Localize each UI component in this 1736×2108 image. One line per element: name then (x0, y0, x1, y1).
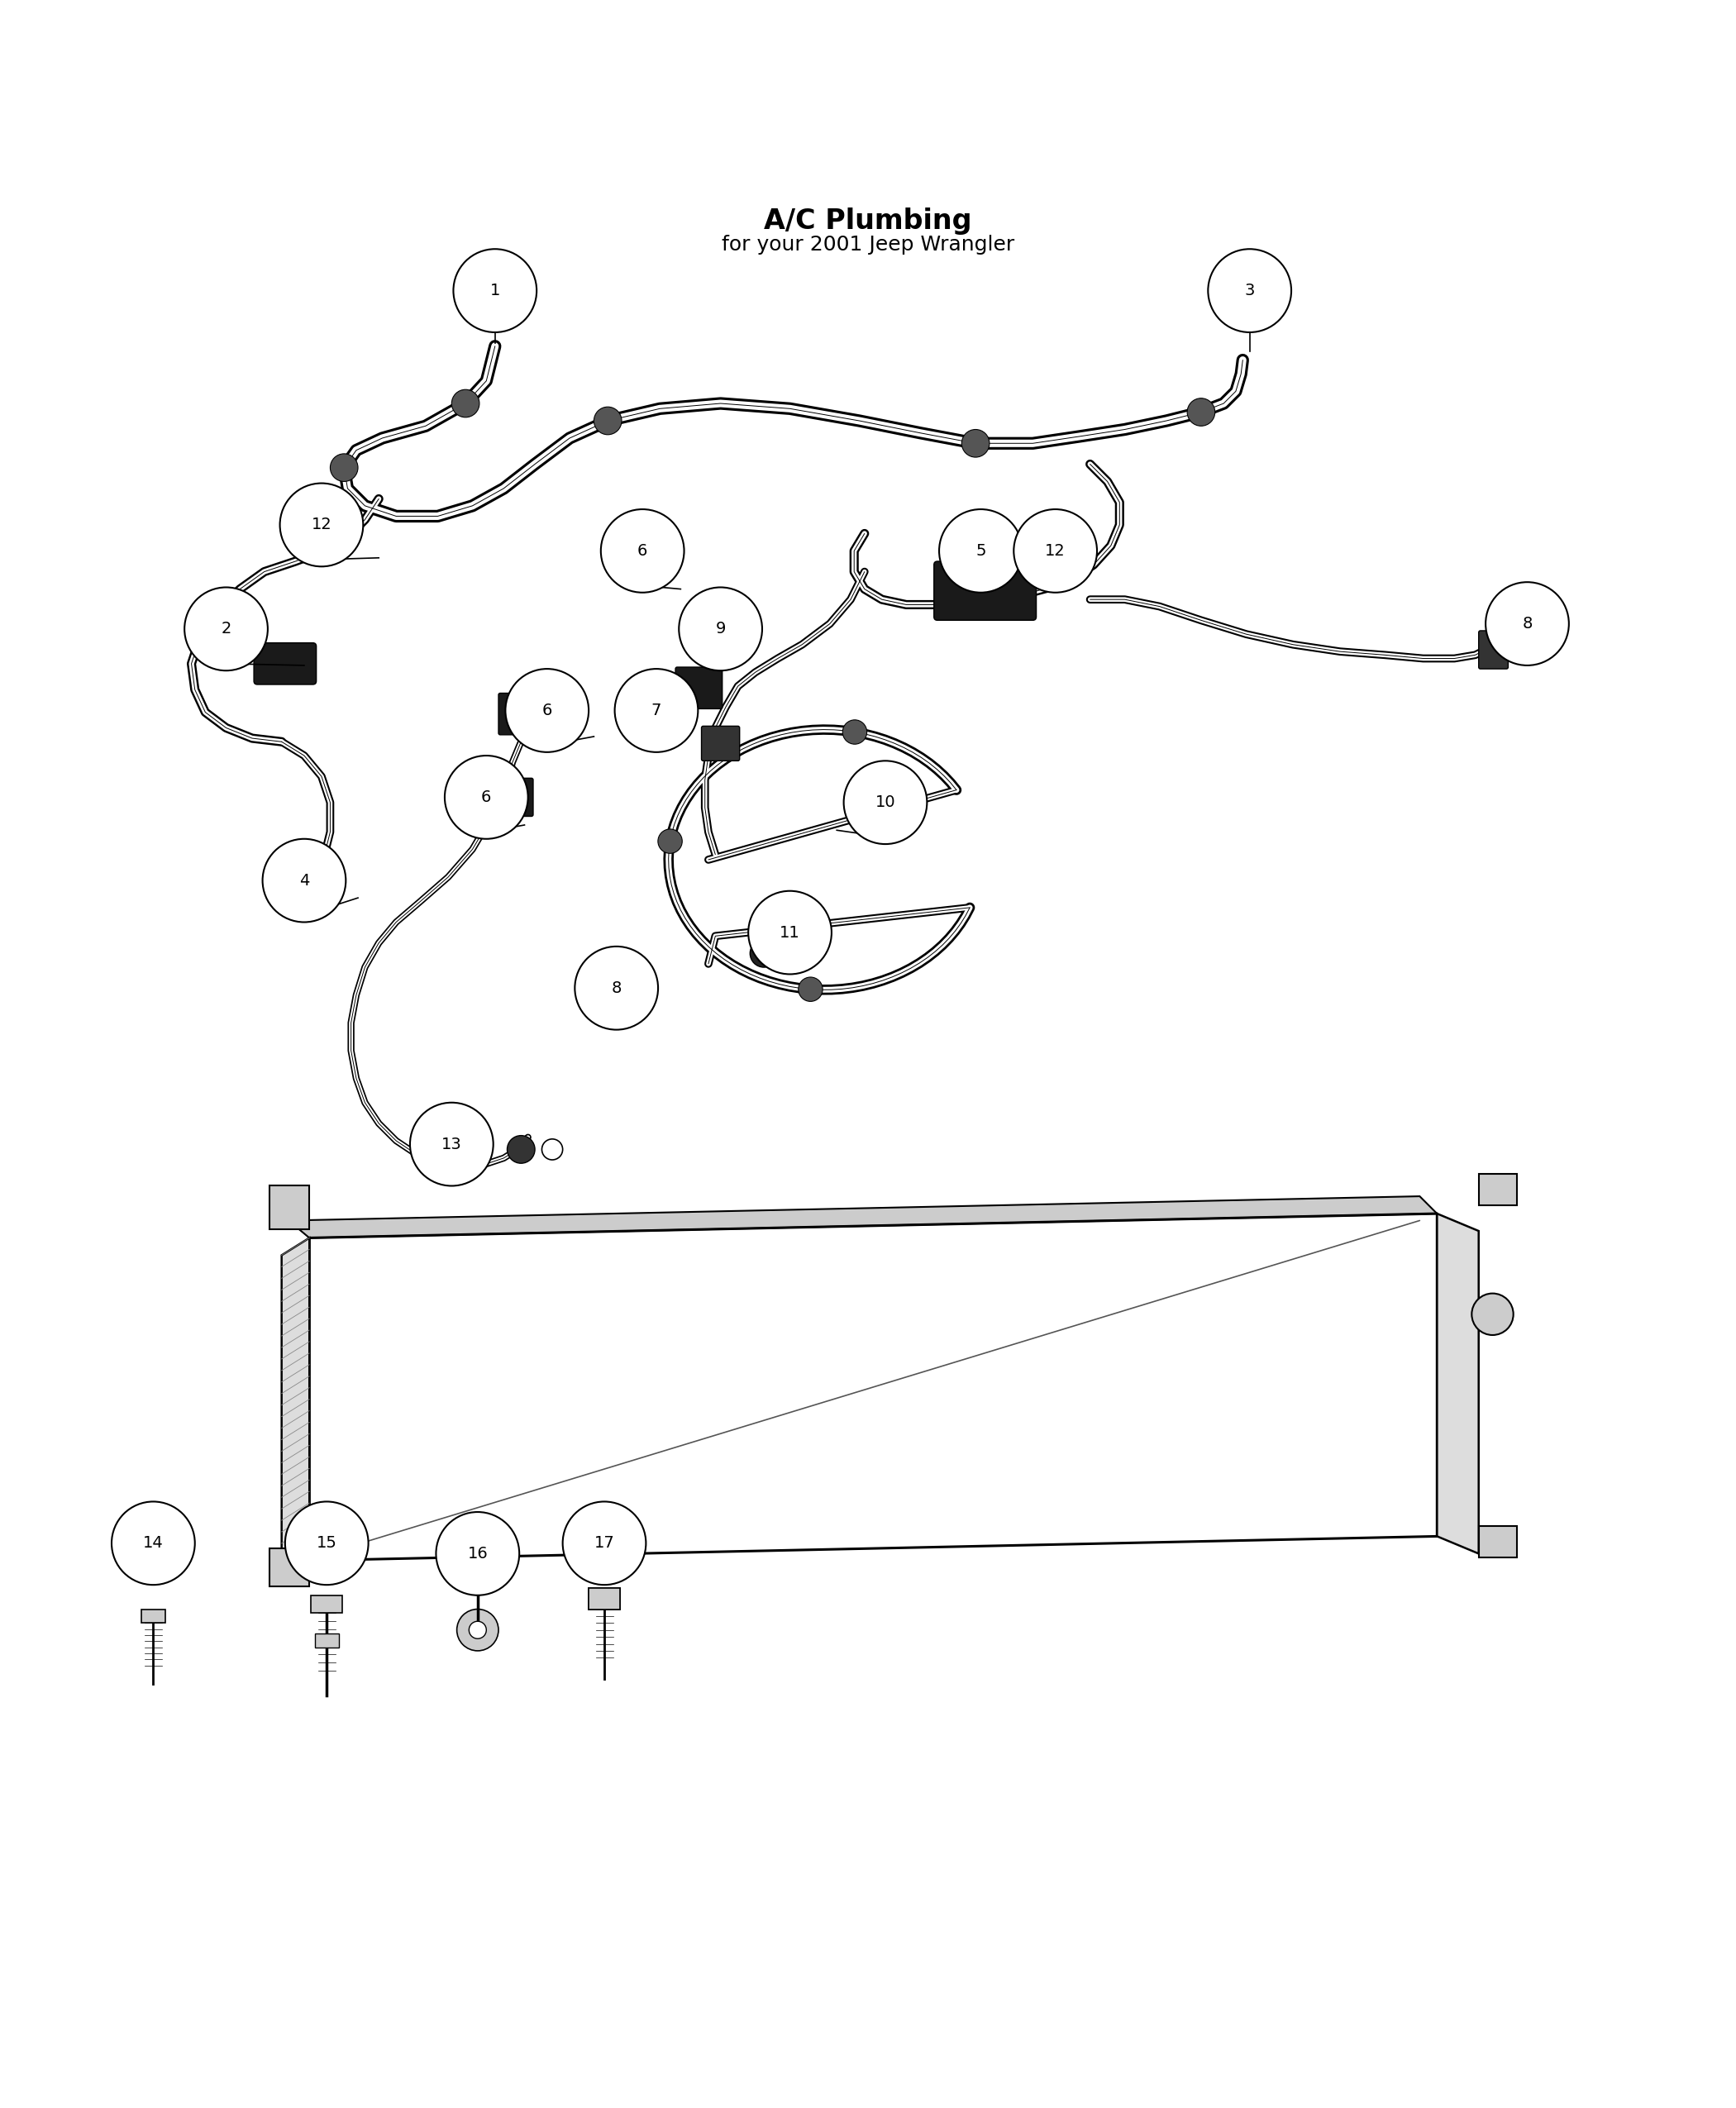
Circle shape (451, 390, 479, 417)
Text: A/C Plumbing: A/C Plumbing (764, 207, 972, 234)
Text: 9: 9 (715, 622, 726, 637)
Text: 7: 7 (651, 702, 661, 719)
Circle shape (262, 839, 345, 921)
Circle shape (330, 453, 358, 481)
Circle shape (844, 761, 927, 843)
Text: 6: 6 (637, 544, 648, 559)
Text: 12: 12 (1045, 544, 1066, 559)
FancyBboxPatch shape (253, 643, 316, 685)
Text: 6: 6 (542, 702, 552, 719)
Text: 12: 12 (311, 516, 332, 533)
Text: 5: 5 (976, 544, 986, 559)
Circle shape (507, 1136, 535, 1164)
Circle shape (799, 978, 823, 1001)
Circle shape (575, 946, 658, 1029)
Circle shape (444, 755, 528, 839)
FancyBboxPatch shape (1479, 630, 1509, 668)
Polygon shape (1479, 1526, 1517, 1558)
Polygon shape (1479, 1174, 1517, 1206)
Polygon shape (589, 1587, 620, 1608)
Text: for your 2001 Jeep Wrangler: for your 2001 Jeep Wrangler (722, 236, 1014, 255)
Polygon shape (311, 1596, 342, 1613)
Text: 13: 13 (441, 1136, 462, 1153)
FancyBboxPatch shape (675, 666, 722, 708)
Text: 8: 8 (611, 980, 621, 995)
FancyBboxPatch shape (481, 778, 533, 816)
Polygon shape (288, 1195, 1437, 1237)
Circle shape (410, 1102, 493, 1187)
Circle shape (679, 588, 762, 670)
Polygon shape (269, 1187, 309, 1229)
Circle shape (615, 668, 698, 753)
Polygon shape (281, 1237, 309, 1579)
Circle shape (750, 940, 778, 968)
Circle shape (1014, 510, 1097, 592)
Text: 16: 16 (467, 1545, 488, 1562)
Circle shape (1187, 398, 1215, 426)
Circle shape (1486, 582, 1569, 666)
Polygon shape (1437, 1214, 1479, 1554)
Text: 17: 17 (594, 1535, 615, 1551)
Circle shape (453, 249, 536, 333)
Polygon shape (589, 1587, 620, 1608)
Text: 4: 4 (299, 873, 309, 887)
Text: 2: 2 (220, 622, 231, 637)
Circle shape (658, 828, 682, 854)
FancyBboxPatch shape (934, 561, 1036, 620)
Circle shape (748, 892, 832, 974)
Polygon shape (314, 1634, 339, 1646)
Circle shape (1472, 1294, 1514, 1334)
Text: 3: 3 (1245, 282, 1255, 299)
Circle shape (279, 483, 363, 567)
FancyBboxPatch shape (701, 725, 740, 761)
Circle shape (457, 1608, 498, 1651)
FancyBboxPatch shape (498, 694, 554, 736)
Circle shape (469, 1621, 486, 1638)
Text: 10: 10 (875, 795, 896, 809)
Polygon shape (269, 1549, 309, 1587)
Text: 11: 11 (779, 925, 800, 940)
Circle shape (285, 1501, 368, 1585)
Text: 6: 6 (481, 788, 491, 805)
Circle shape (594, 407, 621, 434)
Circle shape (781, 944, 799, 961)
Circle shape (436, 1511, 519, 1596)
Text: 1: 1 (490, 282, 500, 299)
Text: 8: 8 (1522, 616, 1533, 632)
Text: 15: 15 (316, 1535, 337, 1551)
Circle shape (505, 668, 589, 753)
Circle shape (962, 430, 990, 457)
Polygon shape (141, 1608, 165, 1623)
Circle shape (842, 719, 866, 744)
Text: 14: 14 (142, 1535, 163, 1551)
Circle shape (562, 1501, 646, 1585)
Circle shape (542, 1138, 562, 1159)
Circle shape (939, 510, 1023, 592)
Circle shape (184, 588, 267, 670)
Polygon shape (309, 1214, 1437, 1560)
Circle shape (601, 510, 684, 592)
Circle shape (111, 1501, 194, 1585)
Circle shape (1208, 249, 1292, 333)
